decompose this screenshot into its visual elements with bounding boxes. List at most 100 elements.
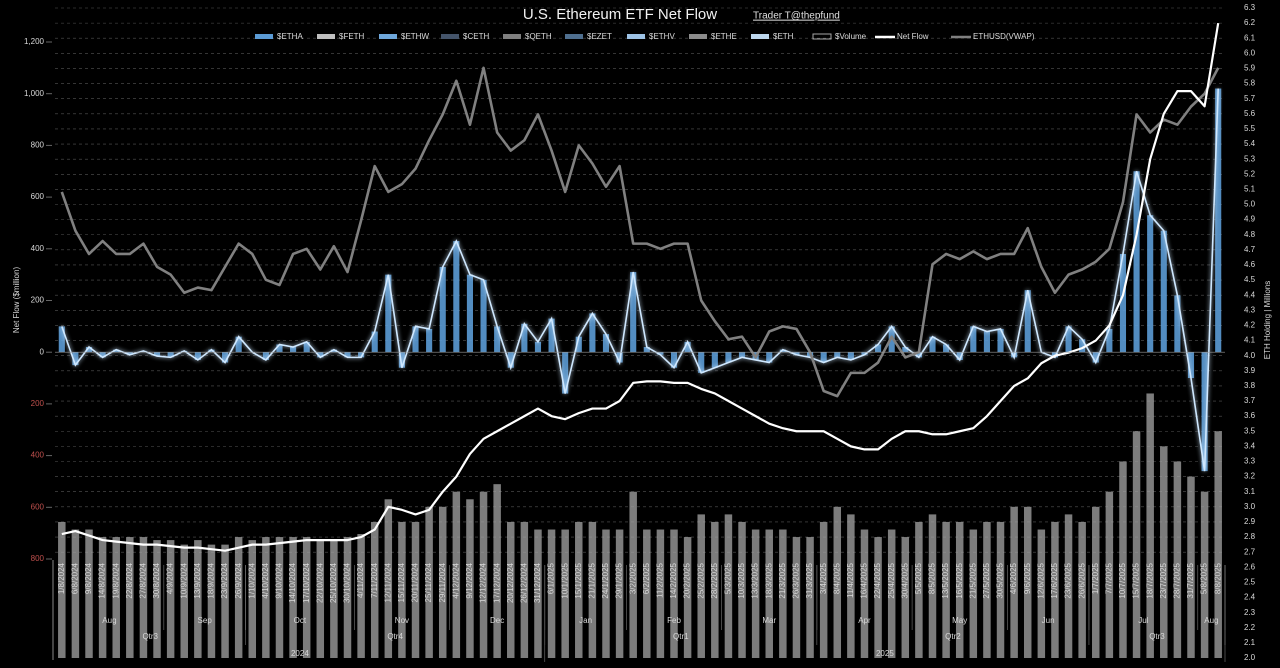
flow-bar bbox=[507, 352, 514, 368]
y2-tick-label: 2.9 bbox=[1244, 517, 1256, 526]
y2-tick-label: 2.4 bbox=[1244, 593, 1256, 602]
volume-bar bbox=[207, 544, 216, 658]
flow-bar bbox=[793, 352, 800, 355]
y-tick-label: 400 bbox=[31, 244, 45, 253]
y-tick-label: 600 bbox=[31, 502, 45, 511]
flow-bar bbox=[820, 352, 827, 363]
flow-bar bbox=[834, 352, 841, 358]
x-tick-label: 23/9/2024 bbox=[220, 562, 229, 598]
chart-title: U.S. Ethereum ETF Net Flow bbox=[523, 6, 717, 23]
volume-bar bbox=[1187, 476, 1195, 658]
y2-tick-label: 2.8 bbox=[1244, 532, 1256, 541]
y2-tick-label: 3.4 bbox=[1244, 441, 1256, 450]
x-tick-label: 31/3/2025 bbox=[805, 562, 814, 598]
volume-bar bbox=[466, 499, 474, 658]
x-tick-label: 21/1/2025 bbox=[587, 562, 596, 598]
flow-bar bbox=[670, 352, 678, 368]
volume-bar bbox=[85, 529, 93, 658]
y2-tick-label: 4.8 bbox=[1244, 230, 1256, 239]
flow-bar bbox=[1092, 352, 1099, 363]
volume-bar bbox=[262, 537, 270, 658]
volume-bar bbox=[724, 514, 733, 658]
flow-bar bbox=[208, 349, 215, 353]
flow-bar bbox=[439, 266, 446, 353]
y2-tick-label: 4.6 bbox=[1244, 260, 1256, 269]
volume-bar bbox=[1200, 491, 1209, 658]
x-tick-label: 4/11/2024 bbox=[356, 562, 365, 598]
volume-bar bbox=[983, 521, 991, 658]
x-tick-label: 14/2/2025 bbox=[669, 562, 678, 598]
flow-bar bbox=[398, 352, 405, 368]
x-tick-label: 4/10/2024 bbox=[261, 562, 270, 598]
x-tick-label: 4/6/2025 bbox=[1009, 562, 1018, 594]
x-tick-label: 9/8/2024 bbox=[84, 562, 93, 594]
volume-bar bbox=[507, 521, 515, 658]
x-tick-label: 15/1/2025 bbox=[574, 562, 583, 598]
y2-tick-label: 2.7 bbox=[1244, 547, 1256, 556]
x-tick-label: 4/12/2024 bbox=[451, 562, 460, 598]
group-label: Jun bbox=[1042, 616, 1055, 625]
y2-tick-label: 3.8 bbox=[1244, 381, 1256, 390]
volume-bar bbox=[425, 506, 433, 658]
legend-swatch bbox=[565, 34, 583, 39]
x-tick-label: 12/12/2024 bbox=[479, 562, 488, 603]
x-tick-label: 10/3/2025 bbox=[737, 562, 746, 598]
volume-bar bbox=[806, 537, 814, 658]
flow-bar bbox=[1174, 295, 1181, 353]
legend-label: $EZET bbox=[587, 32, 612, 41]
volume-bar bbox=[248, 540, 257, 658]
volume-bar bbox=[370, 521, 379, 658]
y2-tick-label: 5.7 bbox=[1244, 94, 1256, 103]
x-tick-label: 25/10/2024 bbox=[329, 562, 338, 603]
x-tick-label: 6/1/2025 bbox=[547, 562, 556, 594]
y-tick-label: 0 bbox=[40, 347, 45, 356]
y2-tick-label: 5.2 bbox=[1244, 169, 1256, 178]
flow-bar bbox=[290, 347, 297, 353]
volume-bar bbox=[1160, 446, 1168, 658]
volume-bar bbox=[561, 529, 569, 658]
flow-bar bbox=[412, 326, 419, 353]
flow-bar bbox=[221, 352, 229, 363]
group-label: May bbox=[952, 616, 967, 625]
flow-line bbox=[61, 88, 1219, 472]
y-tick-label: 200 bbox=[31, 399, 45, 408]
x-tick-label: 23/6/2025 bbox=[1064, 562, 1073, 598]
x-tick-label: 22/4/2025 bbox=[873, 562, 882, 598]
volume-bar bbox=[792, 537, 801, 658]
volume-bar bbox=[1037, 529, 1046, 658]
flow-bar bbox=[1079, 339, 1086, 353]
flow-bar bbox=[970, 326, 977, 353]
x-tick-label: 8/5/2025 bbox=[928, 562, 937, 594]
volume-bar bbox=[411, 521, 420, 658]
volume-bar bbox=[928, 514, 937, 658]
legend-label: $ETHV bbox=[649, 32, 675, 41]
legend-label: $ETHW bbox=[401, 32, 429, 41]
y2-tick-label: 2.1 bbox=[1244, 638, 1256, 647]
legend-swatch bbox=[689, 34, 707, 39]
flow-bar bbox=[711, 352, 718, 368]
y2-tick-label: 4.9 bbox=[1244, 215, 1256, 224]
flow-bar bbox=[99, 352, 106, 358]
y-tick-label: 1,200 bbox=[24, 37, 45, 46]
volume-bar bbox=[765, 529, 773, 658]
flow-bar bbox=[303, 341, 310, 353]
y2-tick-label: 2.2 bbox=[1244, 623, 1256, 632]
volume-bar bbox=[711, 521, 719, 658]
y2-tick-label: 6.0 bbox=[1244, 48, 1256, 57]
volume-bar bbox=[779, 529, 787, 658]
x-tick-label: 7/7/2025 bbox=[1104, 562, 1113, 594]
flow-bar bbox=[72, 352, 79, 366]
flow-bar bbox=[562, 352, 569, 394]
y2-tick-label: 2.3 bbox=[1244, 608, 1256, 617]
y-tick-label: 1,000 bbox=[24, 89, 45, 98]
flow-bar bbox=[1133, 171, 1140, 353]
subtitle: Trader T@thepfund bbox=[753, 11, 840, 22]
volume-bar bbox=[819, 521, 828, 658]
flow-bar bbox=[956, 352, 963, 360]
x-tick-label: 22/10/2024 bbox=[315, 562, 324, 603]
x-tick-label: 13/5/2025 bbox=[941, 562, 950, 598]
x-tick-label: 30/10/2024 bbox=[343, 562, 352, 603]
x-tick-label: 27/5/2025 bbox=[982, 562, 991, 598]
flow-bar bbox=[657, 352, 664, 355]
volume-bar bbox=[1078, 521, 1086, 658]
